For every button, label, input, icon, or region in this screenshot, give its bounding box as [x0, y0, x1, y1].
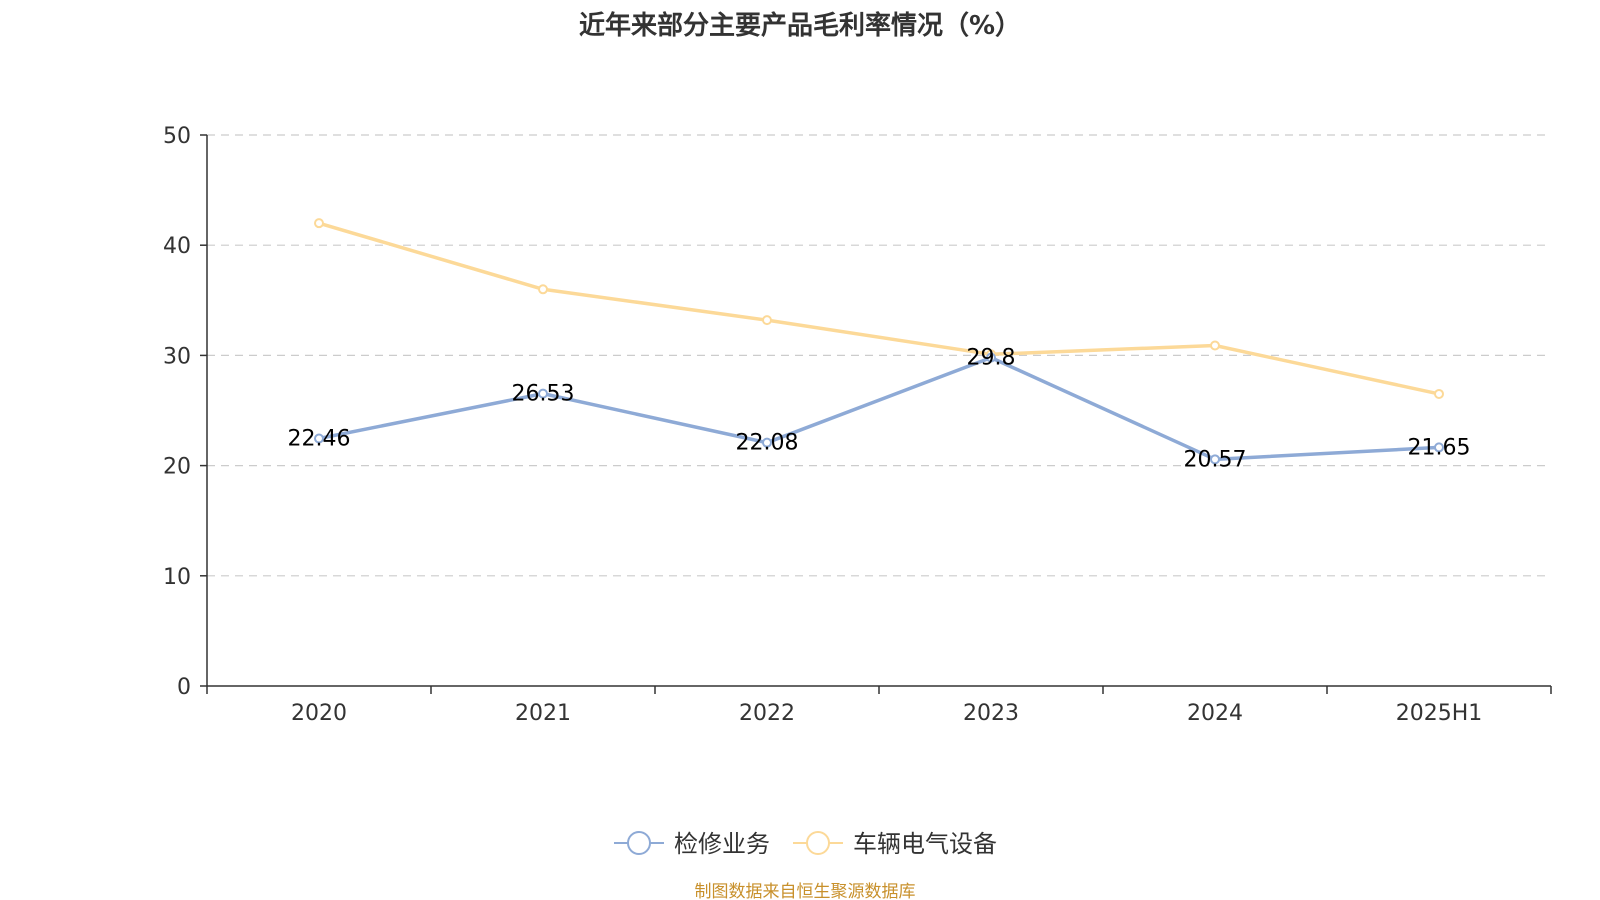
- grid-lines: [207, 134, 1551, 577]
- series-line: [317, 355, 1441, 462]
- legend[interactable]: 检修业务 车辆电气设备: [614, 830, 997, 858]
- y-tick-label: 10: [163, 565, 191, 590]
- y-tick-label: 30: [163, 344, 191, 369]
- x-tick-label: 2022: [739, 701, 795, 726]
- data-point[interactable]: [538, 388, 548, 399]
- legend-marker-icon: [806, 831, 830, 855]
- data-point[interactable]: [538, 284, 548, 295]
- series-line: [317, 221, 1441, 396]
- data-label: 22.46: [288, 426, 351, 451]
- legend-item[interactable]: 检修业务: [614, 830, 770, 858]
- y-tick-label: 40: [163, 234, 191, 259]
- axes: 0 10 20 30 40 50 2020 2021 2022 2023 2024 2025H1: [163, 124, 1552, 726]
- data-label: 29.8: [967, 346, 1016, 371]
- data-point[interactable]: [762, 315, 772, 326]
- legend-label: 车辆电气设备: [853, 830, 997, 858]
- data-point[interactable]: [1434, 442, 1444, 453]
- y-tick-label: 0: [177, 675, 191, 700]
- legend-label: 检修业务: [674, 830, 770, 858]
- y-tick-label: 50: [163, 124, 191, 149]
- source-note: 制图数据来自恒生聚源数据库: [695, 882, 916, 900]
- data-label: 22.08: [736, 431, 799, 456]
- x-tick-label: 2023: [963, 701, 1019, 726]
- data-point[interactable]: [762, 437, 772, 448]
- data-point[interactable]: [314, 433, 324, 444]
- data-point[interactable]: [1210, 454, 1220, 465]
- data-point[interactable]: [1434, 388, 1444, 399]
- y-tick-label: 20: [163, 455, 191, 480]
- chart-title: 近年来部分主要产品毛利率情况（%）: [579, 10, 1021, 41]
- x-tick-label: 2024: [1187, 701, 1243, 726]
- x-tick-label: 2025H1: [1396, 701, 1483, 726]
- data-labels: 22.46 26.53 22.08 29.8 20.57 21.65: [288, 346, 1471, 473]
- x-tick-label: 2021: [515, 701, 571, 726]
- legend-item[interactable]: 车辆电气设备: [793, 830, 997, 858]
- data-label: 20.57: [1184, 447, 1247, 472]
- legend-marker-icon: [627, 831, 651, 855]
- series-lines: [314, 218, 1444, 465]
- data-label: 26.53: [512, 382, 575, 407]
- x-tick-label: 2020: [291, 701, 347, 726]
- data-point[interactable]: [1210, 340, 1220, 351]
- data-label: 21.65: [1408, 435, 1471, 460]
- data-point[interactable]: [314, 218, 324, 229]
- data-point[interactable]: [986, 352, 996, 363]
